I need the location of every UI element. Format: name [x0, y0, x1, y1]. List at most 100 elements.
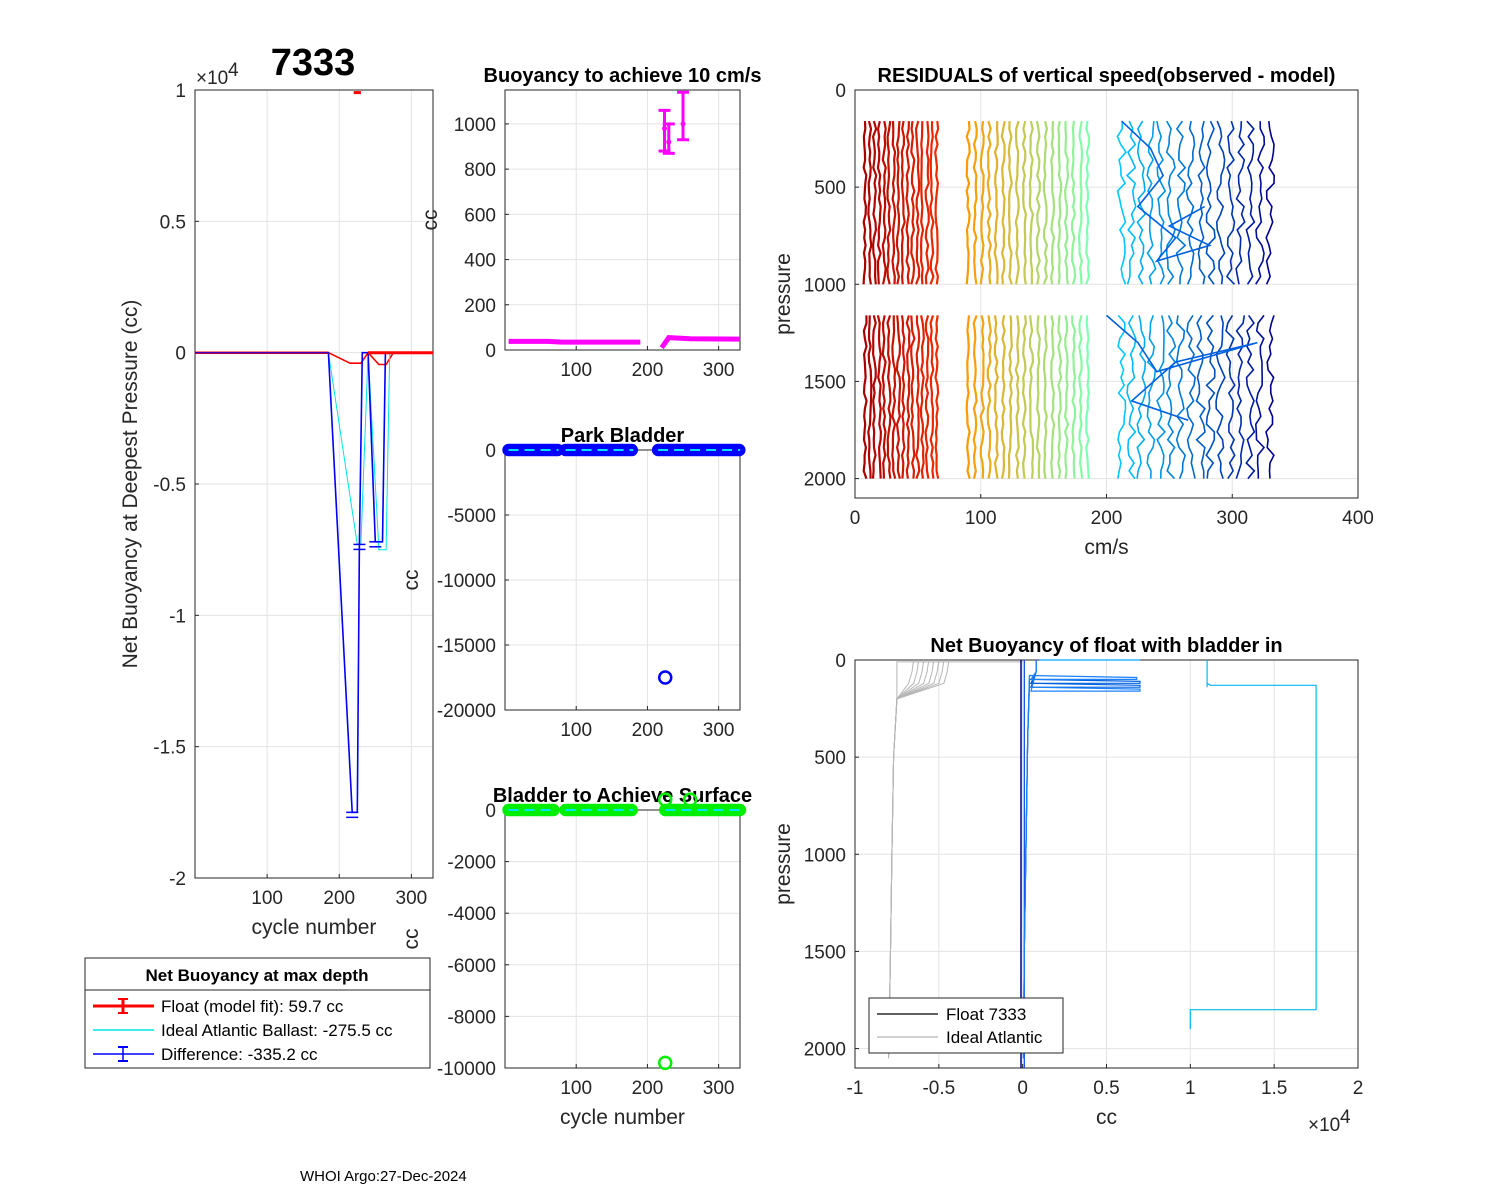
park-bladder-marker — [625, 443, 639, 457]
residual-profile — [1021, 315, 1028, 479]
net-buoyancy-bladder-y-tick-label: 500 — [814, 748, 846, 769]
bladder-curve — [1022, 660, 1138, 1059]
residual-profile — [979, 120, 985, 285]
residual-profile — [1125, 120, 1137, 285]
residuals-x-tick-label: 0 — [850, 508, 861, 529]
residual-profile — [1116, 121, 1128, 285]
residual-profile — [1085, 315, 1090, 479]
net-buoyancy-bladder-x-tick-label: -1 — [847, 1078, 864, 1099]
bladder-surface-y-tick-label: -10000 — [437, 1059, 496, 1080]
residuals-y-tick-label: 1500 — [804, 372, 846, 393]
residual-profile — [919, 315, 925, 479]
residual-profile — [1136, 315, 1147, 479]
buoyancy-10cms-x-tick-label: 300 — [703, 360, 735, 381]
park-bladder-y-tick-label: -20000 — [437, 701, 496, 722]
net-buoyancy-x-label: cycle number — [252, 916, 377, 939]
bladder-surface-y-tick-label: -2000 — [447, 853, 496, 874]
bladder-legend: Float 7333 Ideal Atlantic — [868, 997, 1064, 1054]
bladder-surface-y-tick-label: -4000 — [447, 904, 496, 925]
net-buoyancy-x-tick-label: 200 — [323, 888, 355, 909]
residual-profile — [1245, 120, 1256, 285]
net-buoyancy-bladder-y-tick-label: 2000 — [804, 1040, 846, 1061]
residuals-y-tick-label: 1000 — [804, 275, 846, 296]
residual-crossline — [1121, 120, 1212, 263]
net-buoyancy-x-tick-label: 100 — [251, 888, 283, 909]
buoyancy-point — [662, 125, 668, 131]
bladder-excursion — [1189, 682, 1317, 1030]
series-line-1 — [195, 352, 433, 551]
residual-profile — [993, 315, 999, 479]
residual-profile — [1225, 314, 1236, 480]
buoyancy-baseline — [508, 338, 641, 345]
residuals-x-tick-label: 100 — [965, 508, 997, 529]
residual-profile — [924, 121, 930, 285]
park-bladder-panel: 100 200 300 0 -5000 -10000 -15000 -20000 Park Bl… — [400, 425, 746, 741]
bladder-surface-outlier — [657, 1055, 673, 1071]
buoyancy-10cms-y-tick-label: 400 — [464, 251, 496, 272]
residual-profile — [1007, 315, 1014, 479]
residual-profile — [862, 121, 868, 285]
residual-profile — [1175, 120, 1187, 285]
residual-profile — [1254, 314, 1266, 479]
residual-profile — [979, 315, 985, 479]
residual-profile — [986, 120, 992, 285]
residual-profile — [934, 120, 940, 285]
residual-profile — [993, 121, 999, 285]
net-buoyancy-y-tick-label: -0.5 — [153, 475, 186, 496]
net-buoyancy-x-tick-label: 300 — [396, 888, 428, 909]
residual-profile — [1126, 315, 1137, 480]
residual-profile — [1156, 315, 1166, 479]
buoyancy-10cms-y-tick-label: 1000 — [454, 115, 496, 136]
net-buoyancy-bladder-x-tick-label: 1.5 — [1261, 1078, 1287, 1099]
net-buoyancy-bladder-x-tick-label: 0 — [1017, 1078, 1028, 1099]
park-bladder-y-tick-label: -5000 — [447, 506, 496, 527]
buoyancy-point — [680, 121, 686, 127]
bladder-surface-x-label: cycle number — [560, 1106, 685, 1129]
bladder-surface-y-tick-label: -6000 — [447, 956, 496, 977]
series-line-2 — [195, 351, 433, 814]
buoyancy-10cms-panel: 100 200 300 0 200 400 600 800 1000 Buoyancy to ac… — [419, 65, 761, 381]
residual-profile — [871, 315, 877, 479]
residual-profile — [1245, 314, 1256, 480]
residual-profile — [919, 121, 925, 285]
residual-crossline — [1105, 314, 1258, 422]
net-buoyancy-y-tick-label: 1 — [175, 81, 186, 102]
bladder-surface-marker — [625, 803, 639, 817]
bladder-surface-x-tick-label: 100 — [560, 1078, 592, 1099]
bladder-x-exponent-power: 4 — [1340, 1107, 1351, 1128]
net-buoyancy-y-label: Net Buoyancy at Deepest Pressure (cc) — [119, 300, 142, 669]
residual-profile — [1050, 315, 1056, 479]
residual-profile — [1146, 315, 1157, 479]
buoyancy-10cms-y-tick-label: 600 — [464, 205, 496, 226]
bladder-surface-outlier — [682, 792, 698, 807]
residual-profile — [1205, 120, 1216, 285]
residual-profile — [1057, 315, 1063, 479]
legend-entry-1: Ideal Atlantic Ballast: -275.5 cc — [161, 1021, 393, 1040]
net-buoyancy-bladder-y-tick-label: 1500 — [804, 942, 846, 963]
residual-profile — [891, 121, 897, 285]
park-bladder-x-tick-label: 100 — [560, 720, 592, 741]
float-id-title: 7333 — [271, 42, 356, 84]
net-buoyancy-y-tick-label: 0.5 — [160, 212, 186, 233]
footer-credit: WHOI Argo:27-Dec-2024 — [300, 1168, 467, 1185]
residual-profile — [900, 120, 906, 285]
residual-profile — [1077, 120, 1084, 285]
residual-profile — [1007, 121, 1013, 285]
net-buoyancy-y-tick-label: -1 — [169, 606, 186, 627]
residual-profile — [886, 120, 892, 285]
residual-profile — [1063, 315, 1070, 479]
residual-profile — [1225, 120, 1236, 285]
residual-profile — [1205, 314, 1216, 479]
bladder-surface-frame — [504, 809, 741, 1069]
net-buoyancy-bladder-x-tick-label: 2 — [1353, 1078, 1364, 1099]
residual-profile — [1146, 121, 1157, 285]
bladder-legend-box — [868, 997, 1064, 1054]
legend-entry-2: Difference: -335.2 cc — [161, 1045, 318, 1064]
net-buoyancy-bladder-x-label: cc — [1096, 1106, 1117, 1129]
residual-profile — [972, 315, 978, 479]
residual-profile — [1265, 315, 1275, 479]
residuals-y-tick-label: 500 — [814, 178, 846, 199]
net-buoyancy-bladder-x-tick-label: 1 — [1185, 1078, 1196, 1099]
residual-profile — [1070, 120, 1077, 285]
